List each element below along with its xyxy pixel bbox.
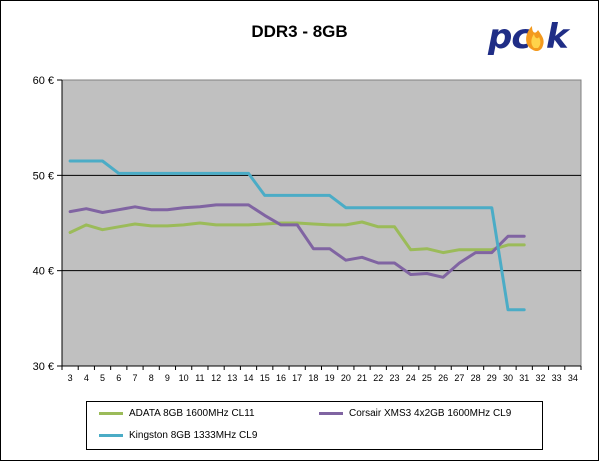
flame-icon <box>526 26 544 52</box>
x-tick-label: 6 <box>116 373 121 383</box>
y-tick-label: 40 € <box>33 266 54 278</box>
x-tick-label: 21 <box>357 373 367 383</box>
series-line-0 <box>68 220 526 255</box>
legend-item-kingston: Kingston 8GB 1333MHz CL9 <box>99 430 257 441</box>
pcsk-logo-graphic: pc k <box>487 17 572 57</box>
legend-swatch-adata <box>99 412 123 415</box>
x-tick-label: 18 <box>308 373 318 383</box>
x-tick-label: 23 <box>389 373 399 383</box>
legend-label-corsair: Corsair XMS3 4x2GB 1600MHz CL9 <box>349 408 512 419</box>
x-tick-label: 13 <box>227 373 237 383</box>
series-line-2 <box>68 159 526 312</box>
x-tick-label: 24 <box>406 373 416 383</box>
chart-title: DDR3 - 8GB <box>251 22 348 41</box>
series-lines <box>68 159 526 312</box>
x-tick-label: 10 <box>179 373 189 383</box>
x-tick-label: 12 <box>211 373 221 383</box>
x-tick-label: 20 <box>341 373 351 383</box>
x-tick-label: 30 <box>503 373 513 383</box>
legend-item-corsair: Corsair XMS3 4x2GB 1600MHz CL9 <box>319 408 511 419</box>
series-line-1 <box>68 203 526 279</box>
x-tick-label: 27 <box>454 373 464 383</box>
gridlines <box>57 79 581 367</box>
x-tick-label: 8 <box>149 373 154 383</box>
x-tick-label: 5 <box>100 373 105 383</box>
x-tick-label: 28 <box>471 373 481 383</box>
x-tick-label: 15 <box>260 373 270 383</box>
x-tick-label: 11 <box>195 373 204 383</box>
legend-label-kingston: Kingston 8GB 1333MHz CL9 <box>129 430 258 441</box>
x-tick-label: 22 <box>373 373 383 383</box>
x-tick-label: 34 <box>568 373 578 383</box>
x-tick-label: 26 <box>438 373 448 383</box>
logo-wordmark: pc <box>487 17 531 57</box>
x-tick-labels: 3 4 5 6 7 8 9 10 11 12 13 14 15 16 17 18 19 20 21 22 23 24 25 2… <box>61 366 582 383</box>
x-tick-label: 4 <box>84 373 89 383</box>
x-tick-label: 19 <box>325 373 335 383</box>
x-tick-label: 25 <box>422 373 432 383</box>
x-tick-label: 31 <box>519 373 529 383</box>
legend: ADATA 8GB 1600MHz CL11 Corsair XMS3 4x2G… <box>86 401 543 450</box>
x-tick-label: 7 <box>132 373 137 383</box>
y-tick-label: 60 € <box>33 75 54 87</box>
y-tick-labels: 30 € 40 € 50 € 60 € <box>33 75 54 373</box>
y-tick-label: 30 € <box>33 361 54 373</box>
y-tick-label: 50 € <box>33 170 54 182</box>
pcsk-logo: pc k <box>486 14 586 67</box>
legend-label-adata: ADATA 8GB 1600MHz CL11 <box>129 408 255 419</box>
legend-swatch-corsair <box>319 412 343 415</box>
x-tick-label: 33 <box>552 373 562 383</box>
x-tick-label: 3 <box>68 373 73 383</box>
x-tick-label: 14 <box>244 373 254 383</box>
legend-item-adata: ADATA 8GB 1600MHz CL11 <box>99 408 255 419</box>
line-chart: 30 €40 €50 €60 € 3 4 5 6 7 8 9 10 11 12 13 14 15 16 17… <box>33 75 582 383</box>
x-tick-label: 9 <box>165 373 170 383</box>
x-tick-label: 17 <box>292 373 302 383</box>
x-tick-label: 16 <box>276 373 286 383</box>
x-tick-label: 32 <box>535 373 545 383</box>
legend-swatch-kingston <box>99 434 123 437</box>
x-tick-label: 29 <box>487 373 497 383</box>
